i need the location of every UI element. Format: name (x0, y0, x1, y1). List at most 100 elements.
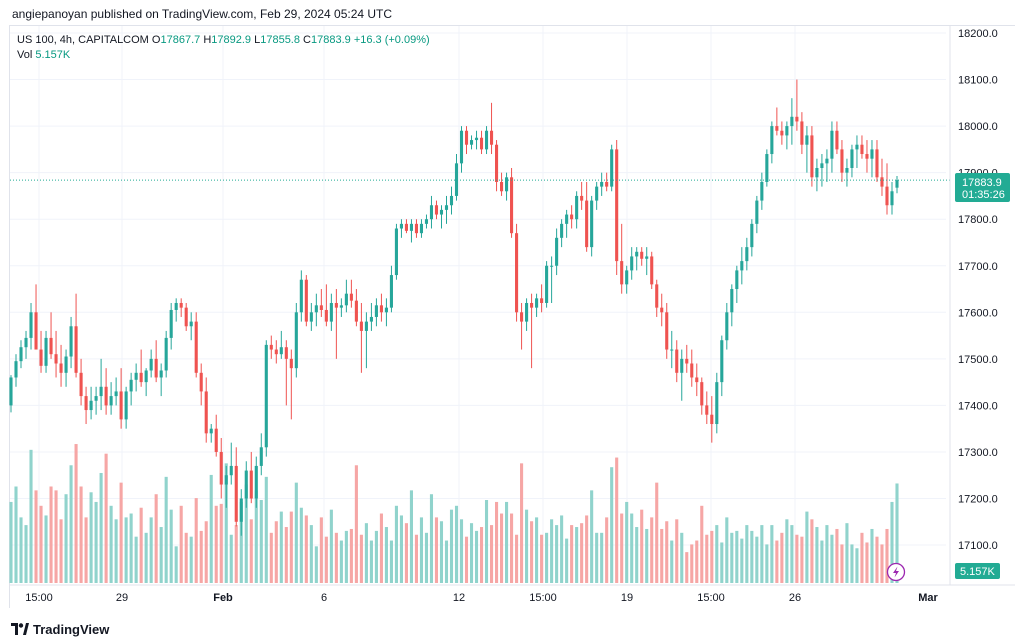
volume-bar (59, 519, 63, 583)
candle-body (14, 361, 18, 378)
volume-bar (339, 540, 343, 583)
volume-bar (354, 465, 358, 583)
candle-body (845, 168, 849, 173)
price-tick-label: 17600.0 (958, 307, 998, 319)
volume-bar (840, 544, 844, 583)
candle-body (374, 305, 378, 317)
volume-bar (394, 505, 398, 583)
volume-bar (790, 525, 794, 583)
candle-body (244, 470, 248, 499)
volume-bar (510, 513, 514, 583)
volume-bar (284, 527, 288, 583)
candle-body (259, 447, 263, 466)
volume-bar (74, 444, 78, 583)
symbol-label[interactable]: US 100, 4h, CAPITALCOM (17, 34, 149, 46)
price-tick-label: 18000.0 (958, 121, 998, 133)
chart-frame (9, 25, 1015, 608)
volume-label: Vol (17, 49, 33, 61)
candle-body (159, 370, 163, 378)
volume-bar (685, 552, 689, 583)
time-tick-label: 12 (453, 592, 465, 604)
volume-bar (124, 517, 128, 583)
candle-body (755, 200, 759, 224)
volume-bar (39, 505, 43, 583)
last-price-tag: 17883.9 01:35:26 (955, 173, 1010, 202)
candle-body (279, 347, 283, 355)
candle-body (349, 293, 353, 301)
open-label: O (151, 34, 161, 46)
time-axis[interactable]: 15:00 29 Feb 6 12 15:00 19 15:00 26 Mar (10, 584, 1015, 604)
candle-body (444, 205, 449, 210)
volume-bar (119, 482, 123, 583)
candle-body (640, 251, 644, 259)
volume-bar (700, 505, 704, 583)
volume-bar (79, 486, 83, 583)
volume-bar (139, 507, 143, 583)
candle-body (149, 358, 153, 371)
volume-bar (860, 532, 864, 583)
footer-brand[interactable]: TradingView (33, 621, 110, 637)
volume-bar (665, 521, 669, 583)
candle-body (815, 168, 819, 178)
volume-bar (99, 472, 103, 583)
alert-lightning-icon[interactable] (886, 562, 906, 582)
candle-body (870, 149, 874, 159)
volume-bar (800, 536, 804, 583)
candle-body (429, 205, 434, 220)
volume-bar (855, 548, 859, 583)
price-tick-label: 17800.0 (958, 214, 998, 226)
candle-body (24, 337, 28, 348)
volume-bar (244, 484, 248, 583)
candle-body (695, 377, 699, 383)
price-axis[interactable]: 18200.018100.018000.017900.017800.017700… (949, 26, 998, 585)
volume-row: Vol 5.157K (17, 48, 430, 63)
candle-body (625, 270, 629, 285)
volume-bar (500, 513, 504, 583)
candle-body (34, 312, 38, 350)
candle-body (620, 261, 624, 285)
candle-body (339, 305, 343, 308)
candle-body (224, 475, 228, 485)
volume-bar (555, 525, 559, 583)
volume-bar (454, 505, 459, 583)
candle-body (379, 305, 383, 313)
candle-body (595, 186, 599, 201)
price-tick-label: 17700.0 (958, 261, 998, 273)
bar-countdown: 01:35:26 (962, 189, 1005, 201)
volume-bars (9, 444, 899, 583)
candle-body (580, 195, 584, 201)
volume-bar (715, 525, 719, 583)
candle-body (354, 300, 358, 322)
volume-bar (184, 532, 188, 583)
candle-body (785, 126, 789, 136)
volume-bar (359, 534, 363, 583)
volume-bar (489, 525, 494, 583)
candle-body (555, 237, 559, 266)
volume-bar (329, 509, 333, 583)
candle-body (119, 391, 123, 420)
candle-body (890, 191, 894, 206)
candle-body (780, 130, 784, 136)
candle-body (685, 358, 689, 364)
candle-body (875, 149, 879, 178)
candle-body (610, 149, 614, 187)
volume-bar (369, 540, 373, 583)
candle-body (334, 302, 338, 308)
volume-bar (469, 523, 474, 583)
candle-body (710, 414, 714, 425)
volume-bar (174, 546, 178, 583)
candle-body (114, 391, 118, 397)
volume-bar (204, 521, 208, 583)
volume-bar (409, 490, 413, 583)
volume-bar (735, 530, 739, 583)
volume-bar (660, 528, 664, 583)
candle-body (144, 370, 148, 383)
candle-body (424, 219, 429, 224)
volume-bar (279, 511, 283, 583)
volume-bar (765, 544, 769, 583)
candle-body (54, 354, 58, 364)
candle-body (414, 223, 419, 234)
candle-body (885, 186, 889, 206)
volume-bar (775, 540, 779, 583)
